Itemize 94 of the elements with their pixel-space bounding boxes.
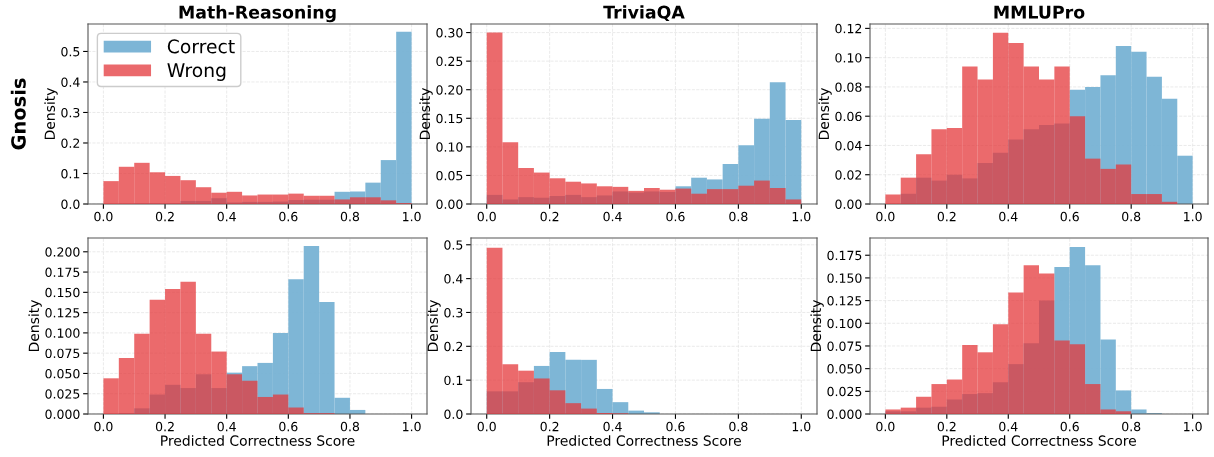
x-tick-label: 0.4 — [217, 421, 236, 432]
x-tick-label: 1.0 — [792, 211, 811, 222]
y-tick-label: 0.150 — [827, 273, 862, 283]
y-tick-label: 0.2 — [61, 138, 80, 148]
legend-label: Wrong — [167, 63, 226, 81]
x-tick-label: 0.2 — [937, 421, 956, 432]
y-tick-label: 0.1 — [61, 168, 80, 179]
legend-label: Correct — [167, 39, 235, 54]
chart-title: MMLUPro — [994, 5, 1085, 19]
y-tick-label: 0.125 — [827, 296, 862, 306]
x-tick-label: 0.8 — [729, 421, 748, 432]
y-tick-label: 0.3 — [61, 107, 80, 118]
y-tick-label: 0.125 — [45, 308, 80, 318]
x-tick-label: 0.8 — [1122, 421, 1141, 432]
x-tick-label: 1.0 — [403, 421, 421, 432]
y-tick-label: 0.02 — [835, 170, 862, 180]
y-tick-label: 0.100 — [827, 318, 862, 329]
x-tick-label: 0.0 — [477, 211, 496, 222]
y-tick-label: 0.05 — [436, 170, 463, 181]
y-tick-label: 0.00 — [835, 199, 862, 209]
y-tick-label: 0.4 — [444, 274, 463, 284]
x-tick-label: 0.4 — [603, 211, 622, 222]
x-tick-label: 0.4 — [999, 211, 1018, 222]
x-tick-label: 0.2 — [937, 211, 956, 222]
y-tick-label: 0.00 — [436, 199, 463, 209]
x-tick-label: 1.0 — [1184, 211, 1202, 222]
y-axis-title: Density — [818, 88, 832, 140]
y-tick-label: 0.000 — [827, 409, 862, 419]
y-tick-label: 0.025 — [827, 386, 862, 397]
y-tick-label: 0.15 — [436, 113, 463, 124]
text: Gnosis — [10, 78, 26, 150]
x-tick-label: 0.6 — [666, 421, 685, 432]
y-tick-label: 0.12 — [835, 23, 862, 34]
x-tick-label: 0.6 — [666, 211, 685, 222]
y-axis-title: Density — [44, 88, 58, 140]
y-tick-label: 0.0 — [61, 199, 80, 209]
x-tick-label: 0.2 — [540, 211, 559, 222]
y-tick-label: 0.075 — [827, 341, 862, 351]
x-tick-label: 0.0 — [876, 211, 895, 222]
y-axis-title: Density — [28, 300, 42, 352]
y-tick-label: 0.175 — [45, 267, 80, 277]
x-tick-label: 0.2 — [155, 211, 174, 222]
x-tick-label: 1.0 — [792, 421, 811, 432]
y-tick-label: 0.000 — [45, 409, 80, 419]
y-tick-label: 0.10 — [835, 53, 862, 63]
y-tick-label: 0.050 — [45, 368, 80, 379]
chart-title: Math-Reasoning — [179, 5, 336, 23]
y-tick-label: 0.1 — [444, 375, 463, 386]
x-axis-title: Predicted Correctness Score — [942, 435, 1136, 446]
y-axis-title: Density — [427, 300, 441, 352]
x-tick-label: 0.4 — [999, 421, 1018, 432]
x-tick-label: 0.2 — [540, 421, 559, 432]
x-tick-label: 0.0 — [477, 421, 496, 432]
x-axis-title: Predicted Correctness Score — [161, 435, 355, 446]
x-tick-label: 0.6 — [279, 211, 298, 222]
x-tick-label: 0.4 — [217, 211, 236, 222]
x-tick-label: 0.0 — [94, 211, 113, 222]
x-tick-label: 1.0 — [1184, 421, 1202, 432]
y-tick-label: 0.200 — [45, 247, 80, 257]
y-tick-label: 0.075 — [45, 348, 80, 359]
y-tick-label: 0.25 — [436, 56, 463, 67]
y-tick-label: 0.100 — [45, 328, 80, 338]
y-tick-label: 0.3 — [444, 307, 463, 318]
y-tick-label: 0.150 — [45, 287, 80, 298]
x-tick-label: 0.0 — [876, 421, 895, 432]
x-tick-label: 0.4 — [603, 421, 622, 432]
x-axis-title: Predicted Correctness Score — [547, 435, 741, 446]
y-tick-label: 0.30 — [436, 28, 463, 38]
y-tick-label: 0.5 — [61, 46, 80, 57]
x-tick-label: 0.2 — [155, 421, 174, 432]
x-tick-label: 0.6 — [1060, 421, 1079, 432]
x-tick-label: 0.6 — [279, 421, 298, 432]
x-tick-label: 0.8 — [340, 211, 360, 222]
y-axis-title: Density — [419, 88, 433, 140]
y-tick-label: 0.06 — [835, 111, 862, 122]
y-tick-label: 0.175 — [827, 250, 862, 261]
y-tick-label: 0.4 — [61, 77, 80, 87]
x-tick-label: 0.6 — [1060, 211, 1079, 222]
x-tick-label: 0.0 — [94, 421, 113, 432]
y-tick-label: 0.5 — [444, 240, 463, 250]
y-tick-label: 0.20 — [436, 85, 463, 95]
x-tick-label: 0.8 — [729, 211, 748, 222]
y-tick-label: 0.2 — [444, 341, 463, 352]
y-tick-label: 0.025 — [45, 389, 80, 399]
y-tick-label: 0.08 — [835, 82, 862, 92]
x-tick-label: 1.0 — [403, 211, 421, 222]
x-tick-label: 0.8 — [340, 421, 360, 432]
y-tick-label: 0.04 — [835, 140, 862, 151]
y-axis-title: Density — [810, 300, 824, 352]
x-tick-label: 0.8 — [1122, 211, 1141, 222]
y-tick-label: 0.0 — [444, 409, 463, 419]
chart-title: TriviaQA — [603, 5, 685, 21]
y-tick-label: 0.050 — [827, 364, 862, 374]
y-tick-label: 0.10 — [436, 142, 463, 152]
